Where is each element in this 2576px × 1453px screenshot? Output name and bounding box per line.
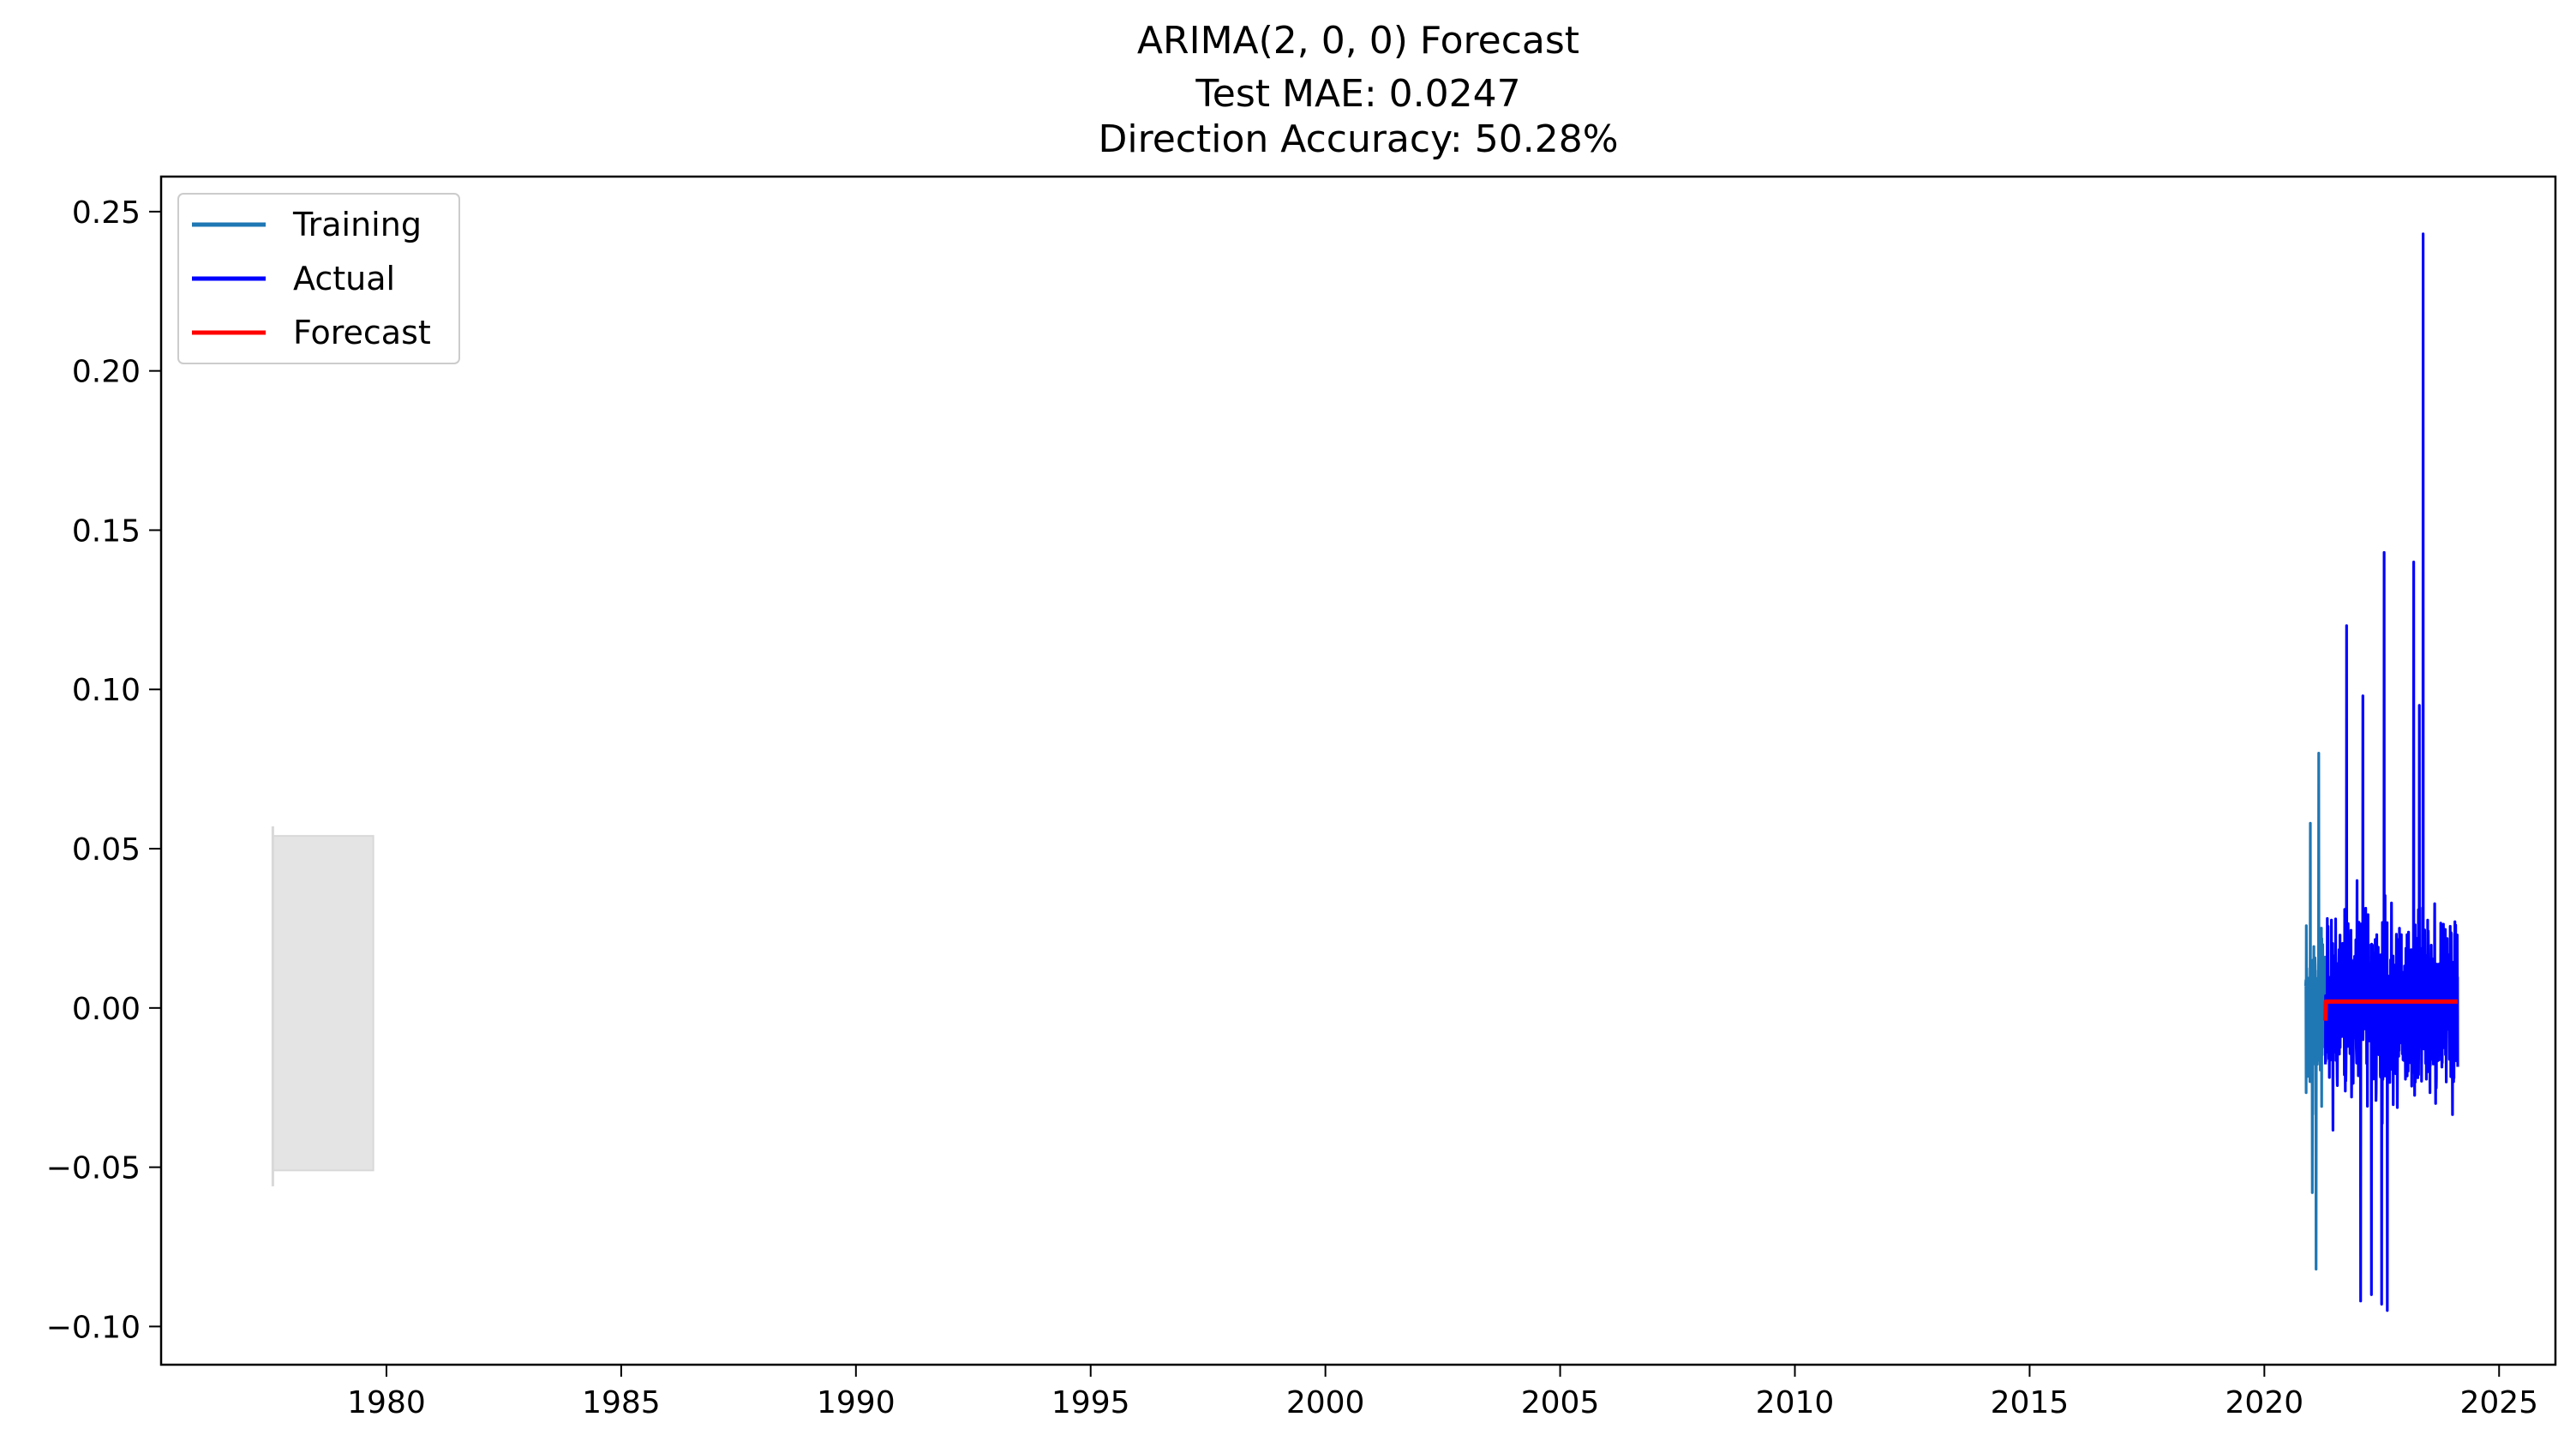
- x-tick-label: 2010: [1756, 1385, 1835, 1420]
- x-tick-label: 2015: [1991, 1385, 2070, 1420]
- chart-title-line-1: ARIMA(2, 0, 0) Forecast: [1137, 19, 1579, 63]
- x-tick-label: 2005: [1521, 1385, 1600, 1420]
- legend-box: [177, 193, 460, 364]
- y-tick-label: 0.15: [72, 513, 141, 549]
- y-tick-label: 0.10: [72, 673, 141, 708]
- series-line-forecast: [2323, 999, 2458, 1021]
- legend-label: Forecast: [293, 314, 431, 351]
- x-axis: 1980 1985 1990 1995 2000 2005 2010 2015 2020 2025: [347, 1365, 2538, 1420]
- y-tick-label: −0.10: [46, 1310, 141, 1345]
- y-tick-label: −0.05: [46, 1151, 141, 1186]
- y-tick-label: 0.25: [72, 195, 141, 231]
- legend-label: Actual: [293, 260, 395, 297]
- y-tick-label: 0.00: [72, 992, 141, 1027]
- x-tick-label: 2020: [2226, 1385, 2304, 1420]
- confidence-band: [272, 835, 374, 1172]
- legend: Training Actual Forecast: [177, 193, 460, 364]
- confidence-band-layer: [271, 826, 374, 1186]
- chart-title: ARIMA(2, 0, 0) Forecast Test MAE: 0.0247…: [1098, 19, 1618, 161]
- series-layer: [2303, 232, 2459, 1312]
- plot-frame: [159, 175, 2557, 1366]
- chart-title-line-2: Test MAE: 0.0247: [1195, 72, 1520, 116]
- y-tick-label: 0.05: [72, 832, 141, 868]
- x-tick-label: 2025: [2459, 1385, 2538, 1420]
- legend-label: Training: [292, 206, 422, 243]
- x-tick-label: 1985: [582, 1385, 661, 1420]
- y-axis: −0.10 −0.05 0.00 0.05 0.10 0.15 0.20 0.25: [46, 195, 161, 1345]
- x-tick-label: 1980: [347, 1385, 426, 1420]
- x-tick-label: 1995: [1051, 1385, 1130, 1420]
- x-tick-label: 1990: [817, 1385, 896, 1420]
- series-line-training: [2303, 752, 2327, 1271]
- series-line-actual: [2324, 232, 2459, 1312]
- y-tick-label: 0.20: [72, 355, 141, 390]
- x-tick-label: 2000: [1286, 1385, 1365, 1420]
- chart-title-line-3: Direction Accuracy: 50.28%: [1098, 117, 1618, 161]
